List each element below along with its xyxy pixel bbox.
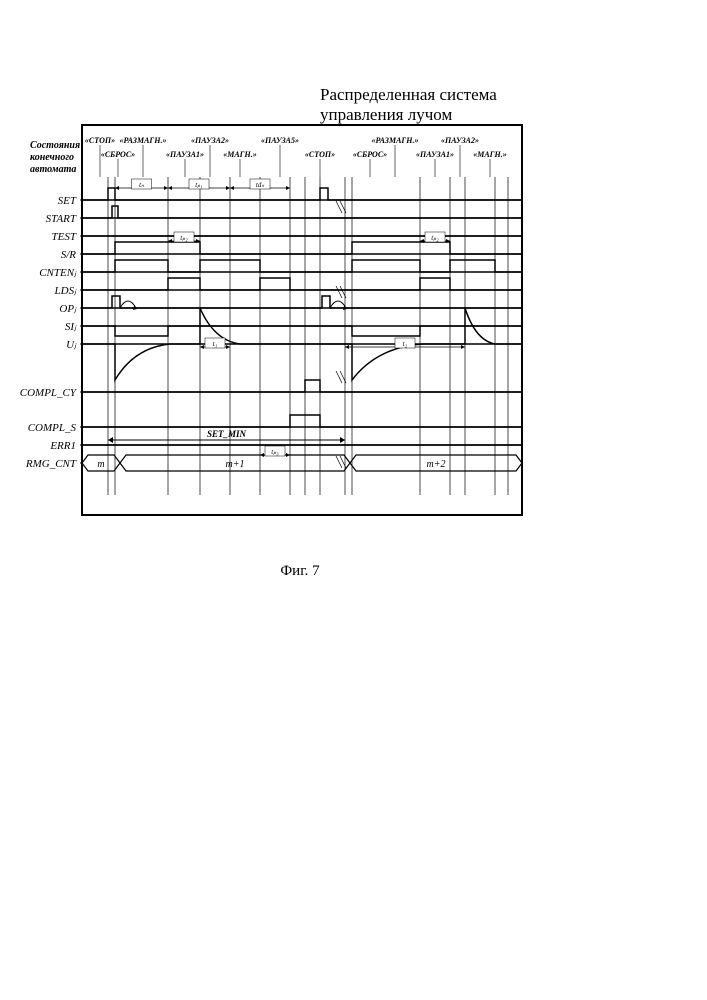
svg-text:tₚ₁: tₚ₁: [195, 181, 202, 189]
setmin-label: SET_MIN: [207, 429, 247, 439]
state-label: «СТОП»: [305, 150, 335, 159]
dim-arrowhead: [164, 186, 168, 190]
signal-label: OPⱼ: [59, 303, 77, 315]
dim-arrowhead: [260, 453, 264, 457]
waveform: [82, 326, 522, 336]
title-line1: Распределенная система: [320, 85, 497, 104]
state-label: «МАГН.»: [223, 150, 257, 159]
dim-label: tₚ₂: [174, 232, 194, 242]
waveform: [82, 260, 522, 272]
dim-arrowhead: [200, 345, 204, 349]
waveform: [82, 206, 522, 218]
dim-arrowhead: [226, 186, 230, 190]
signal-label: SIⱼ: [65, 321, 77, 333]
signal-label: Uⱼ: [66, 339, 77, 351]
title-line2: управления лучом: [320, 105, 452, 124]
dim-arrowhead: [230, 186, 234, 190]
state-label: «ПАУЗА2»: [191, 136, 229, 145]
op-arc: [330, 301, 346, 308]
rmg-value: m+2: [427, 459, 446, 470]
signal-label: RMG_CNT: [25, 458, 77, 470]
dim-label: tₚ₃: [265, 446, 285, 456]
state-label: «РАЗМАГН.»: [372, 136, 419, 145]
state-header: Состояния: [30, 140, 80, 151]
state-label: «РАЗМАГН.»: [120, 136, 167, 145]
state-label: «СБРОС»: [353, 150, 387, 159]
state-label: «СБРОС»: [101, 150, 135, 159]
svg-text:tₚ₂: tₚ₂: [180, 234, 188, 242]
waveform: [82, 380, 522, 392]
svg-text:t₁: t₁: [213, 340, 217, 348]
waveform: [82, 188, 522, 200]
state-header: автомата: [30, 164, 76, 175]
svg-text:t₂: t₂: [403, 340, 408, 348]
figure-caption: Фиг. 7: [280, 563, 320, 579]
state-label: «ПАУЗА1»: [416, 150, 454, 159]
state-label: «ПАУЗА5»: [261, 136, 299, 145]
signal-label: S/R: [61, 249, 77, 261]
state-header: конечного: [30, 152, 74, 163]
signal-label: COMPL_S: [28, 422, 77, 434]
op-arc: [120, 301, 136, 308]
state-label: «ПАУЗА1»: [166, 150, 204, 159]
dim-arrowhead: [108, 437, 113, 443]
dim-label: tdₙ: [250, 179, 270, 189]
dim-arrowhead: [340, 437, 345, 443]
signal-label: ERR1: [49, 440, 76, 452]
rmg-value: m+1: [226, 459, 245, 470]
signal-label: COMPL_CY: [20, 387, 78, 399]
dim-arrowhead: [286, 186, 290, 190]
waveform: [82, 278, 522, 290]
dim-arrowhead: [226, 345, 230, 349]
rmg-value: m: [97, 459, 104, 470]
dim-arrowhead: [345, 345, 349, 349]
waveform: [82, 296, 522, 308]
waveform: [82, 242, 522, 254]
svg-text:tₙ: tₙ: [139, 181, 144, 189]
dim-label: tₚ₂: [425, 232, 445, 242]
dim-label: tₚ₁: [189, 179, 209, 189]
signal-label: TEST: [52, 231, 77, 243]
dim-arrowhead: [461, 345, 465, 349]
waveform: [82, 415, 522, 427]
signal-label: START: [46, 213, 77, 225]
state-label: «ПАУЗА2»: [441, 136, 479, 145]
dim-label: tₙ: [132, 179, 152, 189]
signal-label: LDSⱼ: [54, 285, 78, 297]
svg-text:tₚ₃: tₚ₃: [271, 448, 279, 456]
dim-label: t₂: [395, 338, 415, 348]
signal-label: SET: [58, 195, 77, 207]
dim-arrowhead: [286, 453, 290, 457]
dim-label: t₁: [205, 338, 225, 348]
signal-label: CNTENⱼ: [39, 267, 77, 279]
dim-arrowhead: [168, 186, 172, 190]
svg-text:tdₙ: tdₙ: [256, 181, 264, 189]
state-label: «МАГН.»: [473, 150, 507, 159]
state-label: «СТОП»: [85, 136, 115, 145]
svg-text:tₚ₂: tₚ₂: [431, 234, 439, 242]
